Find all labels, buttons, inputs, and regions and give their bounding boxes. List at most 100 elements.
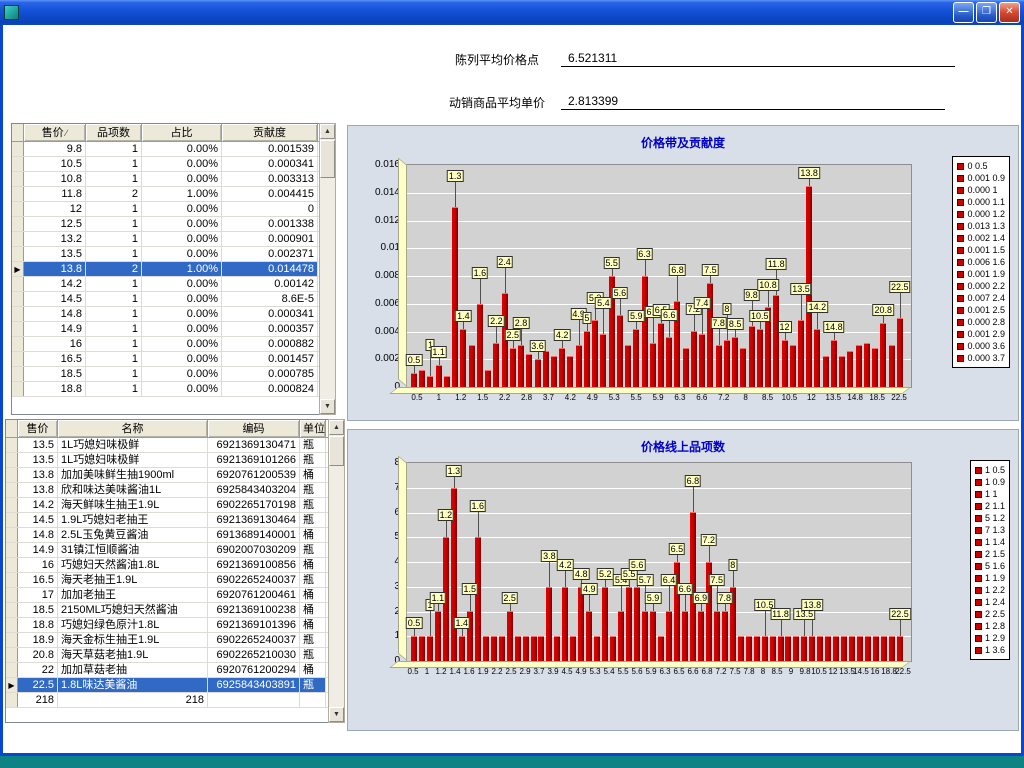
table-row[interactable]: 10.5 1 0.00% 0.000341 — [12, 157, 319, 172]
product-table[interactable]: 售价 名称 编码 单位 13.5 1L巧媳妇味极鲜 6921369130471 瓶 13.5 1L… — [5, 419, 329, 723]
table-row[interactable]: 13.2 1 0.00% 0.000901 — [12, 232, 319, 247]
table-cell: 桶 — [300, 468, 326, 482]
column-header[interactable]: 售价 — [18, 420, 58, 437]
price-table-scrollbar[interactable]: ▲ ▼ — [319, 123, 336, 415]
table-row[interactable]: 9.8 1 0.00% 0.001539 — [12, 142, 319, 157]
column-header[interactable]: 名称 — [58, 420, 208, 437]
table-cell: 16 — [18, 558, 58, 572]
table-row[interactable]: 16 1 0.00% 0.000882 — [12, 337, 319, 352]
table-cell: 6925843403891 — [208, 678, 300, 692]
y-axis-label: 0.004 — [374, 326, 400, 337]
x-axis-label: 2.2 — [491, 667, 503, 676]
scroll-down-button[interactable]: ▼ — [329, 707, 344, 722]
table-row[interactable]: 18.5 1 0.00% 0.000785 — [12, 367, 319, 382]
table-row[interactable]: 14.2 海天鲜味生抽王1.9L 6902265170198 瓶 — [6, 498, 328, 513]
bar — [570, 636, 577, 661]
table-row[interactable]: 18.5 2150ML巧媳妇天然酱油 6921369100238 桶 — [6, 603, 328, 618]
bar — [514, 636, 521, 661]
column-header[interactable]: 售价 ∕ — [24, 124, 86, 141]
close-button[interactable]: ✕ — [999, 2, 1020, 23]
table-row[interactable]: 14.8 1 0.00% 0.000341 — [12, 307, 319, 322]
callout-line — [676, 555, 678, 562]
row-selector — [12, 277, 24, 291]
table-row[interactable]: 14.9 1 0.00% 0.000357 — [12, 322, 319, 337]
table-row[interactable]: 14.5 1.9L巧媳妇老抽王 6921369130464 瓶 — [6, 513, 328, 528]
table-row[interactable]: 14.9 31镇江恒顺酱油 6902007030209 瓶 — [6, 543, 328, 558]
bar — [707, 283, 714, 387]
scroll-up-button[interactable]: ▲ — [320, 124, 335, 139]
column-header[interactable]: 贡献度 — [222, 124, 318, 141]
scroll-thumb[interactable] — [329, 436, 344, 466]
row-selector — [12, 367, 24, 381]
titlebar[interactable]: — ❐ ✕ — [0, 0, 1024, 25]
bar-label: 7.5 — [702, 264, 719, 276]
x-axis-label: 2.2 — [499, 393, 511, 402]
gridline — [407, 537, 911, 538]
table-row[interactable]: 16.5 海天老抽王1.9L 6902265240037 瓶 — [6, 573, 328, 588]
scroll-up-button[interactable]: ▲ — [329, 420, 344, 435]
table-row[interactable]: 16 巧媳妇天然酱油1.8L 6921369100856 桶 — [6, 558, 328, 573]
table-cell: 0.00% — [142, 307, 222, 321]
table-row[interactable]: 17 加加老抽王 6920761200461 桶 — [6, 588, 328, 603]
column-header[interactable]: 占比 — [142, 124, 222, 141]
x-axis-label: 12 — [806, 393, 816, 402]
bar-label: 22.5 — [889, 281, 911, 293]
bar-label: 1.4 — [453, 617, 471, 629]
scroll-down-button[interactable]: ▼ — [320, 399, 335, 414]
bar — [509, 348, 516, 387]
x-axis-label: 2.9 — [519, 667, 531, 676]
legend-label: 2 2.5 — [984, 609, 1005, 619]
column-header[interactable]: 品项数 — [86, 124, 142, 141]
bar-label: 4.2 — [553, 329, 571, 341]
table-row[interactable]: 11.8 2 1.00% 0.004415 — [12, 187, 319, 202]
price-band-table[interactable]: 售价 ∕ 品项数 占比 贡献度 9.8 1 0.00% 0.001539 10.5 1 0.00% 0.… — [11, 123, 320, 415]
legend-label: 2 1.5 — [984, 549, 1005, 559]
table-row[interactable]: 13.5 1L巧媳妇味极鲜 6921369101266 瓶 — [6, 453, 328, 468]
bar — [482, 636, 489, 661]
column-header[interactable]: 单位 — [300, 420, 326, 437]
table-row[interactable]: 14.2 1 0.00% 0.00142 — [12, 277, 319, 292]
legend-label: 0.000 1.2 — [967, 209, 1005, 219]
table-row[interactable]: 12 1 0.00% 0 — [12, 202, 319, 217]
table-row[interactable]: 10.8 1 0.00% 0.003313 — [12, 172, 319, 187]
table-row[interactable]: 18.8 巧媳妇绿色原汁1.8L 6921369101396 桶 — [6, 618, 328, 633]
table-row[interactable]: 13.5 1 0.00% 0.002371 — [12, 247, 319, 262]
table-row[interactable]: 18.9 海天金标生抽王1.9L 6902265240037 瓶 — [6, 633, 328, 648]
column-header[interactable]: 编码 — [208, 420, 300, 437]
callout-line — [677, 276, 679, 301]
table-row[interactable]: 13.5 1L巧媳妇味极鲜 6921369130471 瓶 — [6, 438, 328, 453]
table-row[interactable]: 14.8 2.5L玉兔黄豆酱油 6913689140001 桶 — [6, 528, 328, 543]
table-cell: 6921369101396 — [208, 618, 300, 632]
table-row[interactable]: 13.8 欣和味达美味酱油1L 6925843403204 瓶 — [6, 483, 328, 498]
scroll-track[interactable] — [329, 467, 344, 707]
legend-item: 0.002 1.4 — [957, 232, 1005, 244]
scroll-track[interactable] — [320, 179, 335, 399]
table-row[interactable]: ▶ 13.8 2 1.00% 0.014478 — [12, 262, 319, 277]
table-row[interactable]: 13.8 加加美味鲜生抽1900ml 6920761200539 桶 — [6, 468, 328, 483]
table-cell: 11.8 — [24, 187, 86, 201]
table-cell: 1 — [86, 172, 142, 186]
table-row[interactable]: ▶ 22.5 1.8L味达美酱油 6925843403891 瓶 — [6, 678, 328, 693]
legend-item: 1 2.4 — [974, 596, 1005, 608]
product-table-scrollbar[interactable]: ▲ ▼ — [328, 419, 345, 723]
maximize-button[interactable]: ❐ — [976, 2, 997, 23]
bar — [567, 356, 574, 387]
table-row[interactable]: 22 加加草菇老抽 6920761200294 桶 — [6, 663, 328, 678]
legend-item: 1 0.5 — [974, 464, 1005, 476]
row-selector — [6, 573, 18, 587]
callout-line — [636, 322, 638, 329]
table-row[interactable]: 20.8 海天草菇老抽1.9L 6902265210030 瓶 — [6, 648, 328, 663]
legend-label: 0.013 1.3 — [967, 221, 1005, 231]
table-row[interactable]: 14.5 1 0.00% 8.6E-5 — [12, 292, 319, 307]
x-axis-label: 7.2 — [715, 667, 727, 676]
table-cell: 1 — [86, 247, 142, 261]
bar-label: 13.8 — [798, 167, 820, 179]
table-row[interactable]: 18.8 1 0.00% 0.000824 — [12, 382, 319, 397]
table-cell: 瓶 — [300, 513, 326, 527]
table-row[interactable]: 16.5 1 0.00% 0.001457 — [12, 352, 319, 367]
row-selector — [6, 468, 18, 482]
table-cell: 瓶 — [300, 543, 326, 557]
table-row[interactable]: 12.5 1 0.00% 0.001338 — [12, 217, 319, 232]
minimize-button[interactable]: — — [953, 2, 974, 23]
scroll-thumb[interactable] — [320, 140, 335, 178]
